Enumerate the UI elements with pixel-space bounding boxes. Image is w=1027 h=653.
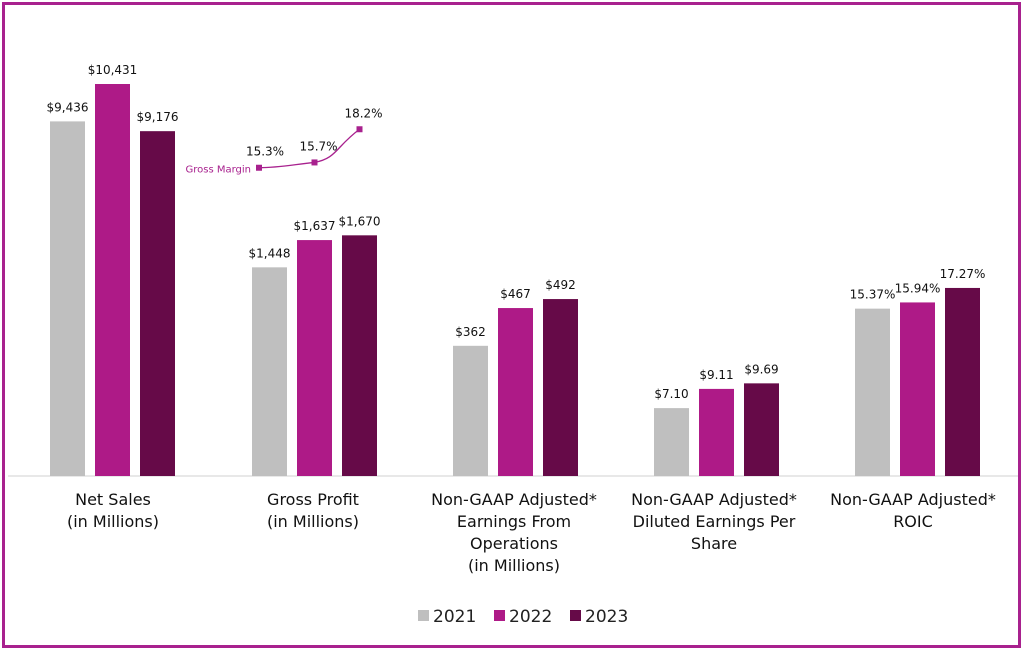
category-label-4-line-0: Non-GAAP Adjusted* (830, 490, 996, 509)
bar-2022-group-3 (699, 388, 734, 476)
value-label-2022-group-4: 15.94% (895, 281, 941, 295)
value-label-2021-group-4: 15.37% (850, 288, 896, 302)
category-label-2-line-3: (in Millions) (468, 556, 560, 575)
bar-2023-group-0 (140, 131, 175, 476)
gross-margin-label-1: 15.7% (299, 139, 337, 153)
bar-2023-group-4 (945, 287, 980, 476)
gross-margin-series-label: Gross Margin (185, 165, 251, 176)
bar-2022-group-2 (498, 308, 533, 476)
value-label-2023-group-0: $9,176 (137, 110, 179, 124)
gross-margin-label-0: 15.3% (246, 145, 284, 159)
category-label-3-line-2: Share (691, 534, 737, 553)
bar-2021-group-1 (252, 267, 287, 476)
value-label-2021-group-1: $1,448 (249, 246, 291, 260)
value-label-2022-group-1: $1,637 (294, 219, 336, 233)
category-label-0-line-1: (in Millions) (67, 512, 159, 531)
gross-margin-marker-2 (356, 126, 363, 133)
value-label-2022-group-0: $10,431 (88, 63, 138, 77)
legend-swatch-2023 (570, 610, 581, 621)
category-label-2-line-1: Earnings From (457, 512, 571, 531)
bar-2021-group-3 (654, 408, 689, 476)
bar-2023-group-3 (744, 383, 779, 476)
gross-margin-marker-1 (311, 159, 318, 166)
value-label-2021-group-0: $9,436 (47, 100, 89, 114)
bar-2023-group-1 (342, 235, 377, 476)
legend-swatch-2022 (494, 610, 505, 621)
category-label-3-line-0: Non-GAAP Adjusted* (631, 490, 797, 509)
legend-label-2023: 2023 (585, 607, 628, 627)
category-label-4-line-1: ROIC (893, 512, 933, 531)
category-label-1-line-1: (in Millions) (267, 512, 359, 531)
value-label-2023-group-1: $1,670 (339, 214, 381, 228)
gross-margin-marker-0 (256, 164, 262, 171)
value-label-2022-group-3: $9.11 (699, 368, 733, 382)
bar-2022-group-4 (900, 302, 935, 476)
category-label-2-line-0: Non-GAAP Adjusted* (431, 490, 597, 509)
value-label-2023-group-3: $9.69 (744, 362, 778, 376)
bar-2023-group-2 (543, 299, 578, 476)
value-label-2023-group-2: $492 (545, 278, 576, 292)
category-label-1-line-0: Gross Profit (267, 490, 359, 509)
value-label-2023-group-4: 17.27% (940, 267, 986, 281)
category-label-0-line-0: Net Sales (75, 490, 151, 509)
bar-2022-group-0 (95, 84, 130, 476)
category-label-2-line-2: Operations (470, 534, 558, 553)
legend-label-2021: 2021 (433, 607, 476, 627)
value-label-2021-group-3: $7.10 (654, 387, 688, 401)
category-label-3-line-1: Diluted Earnings Per (633, 512, 796, 531)
bar-2021-group-2 (453, 345, 488, 476)
legend-label-2022: 2022 (509, 607, 552, 627)
value-label-2022-group-2: $467 (500, 287, 531, 301)
bar-2021-group-4 (855, 308, 890, 476)
gross-margin-label-2: 18.2% (344, 106, 382, 120)
value-label-2021-group-2: $362 (455, 325, 486, 339)
bar-2022-group-1 (297, 240, 332, 476)
bar-2021-group-0 (50, 121, 85, 476)
legend-swatch-2021 (418, 610, 429, 621)
